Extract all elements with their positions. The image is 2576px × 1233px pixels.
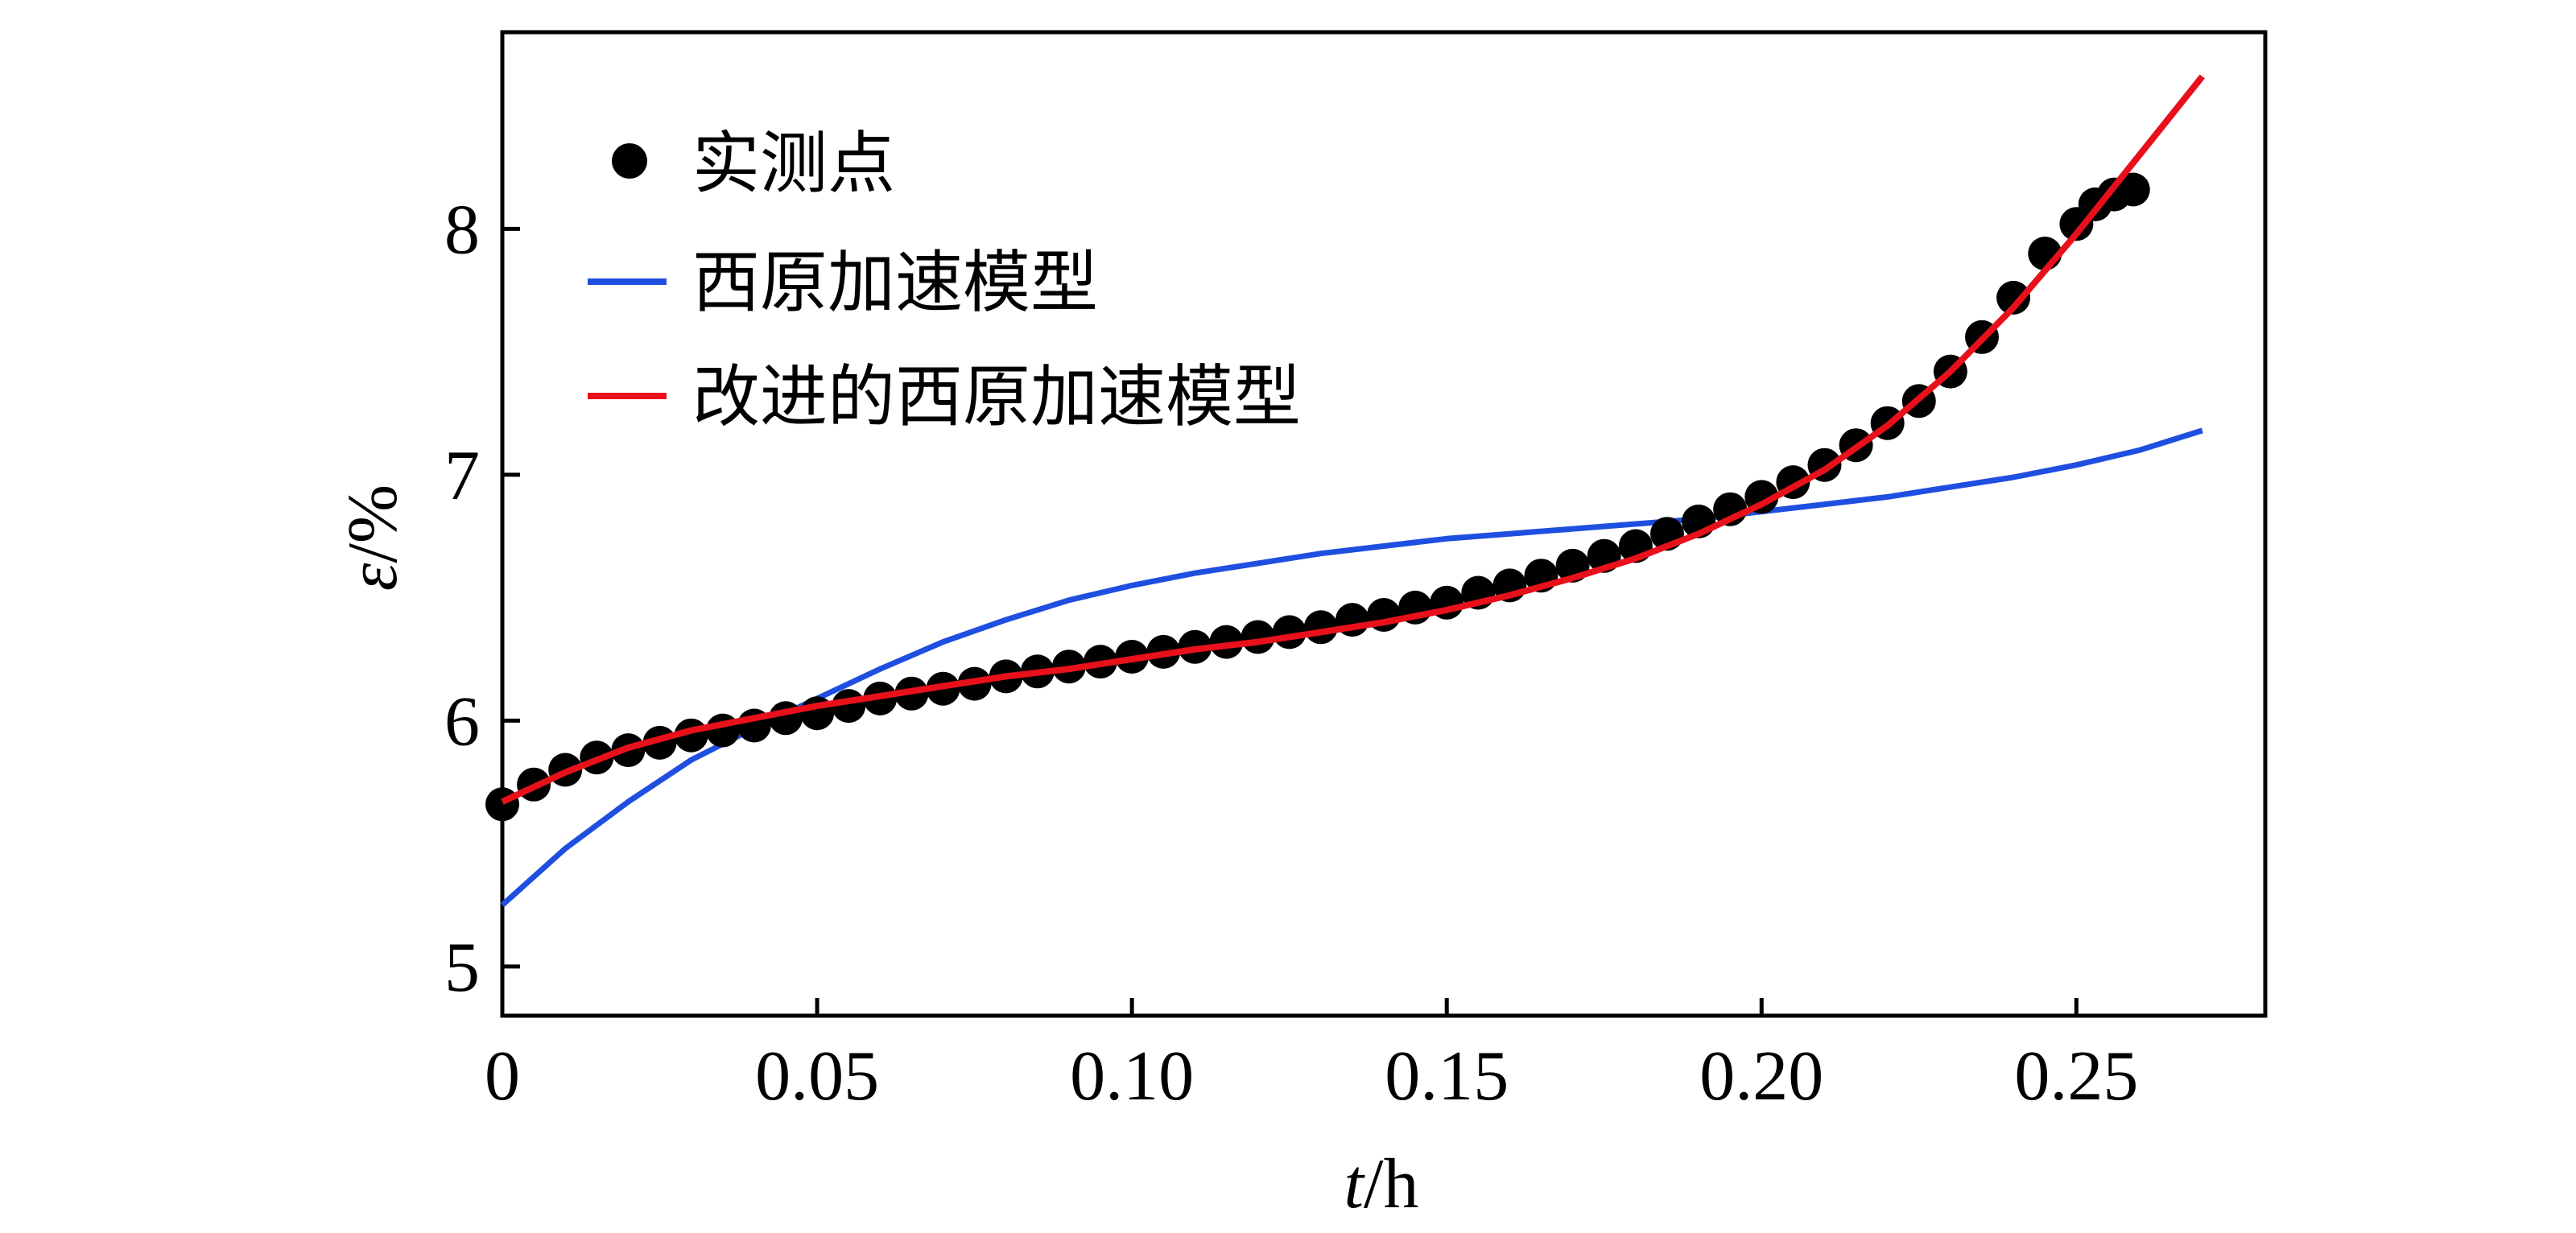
plot-area — [485, 30, 2268, 1018]
data-point-measured — [1209, 625, 1244, 659]
y-tick-label: 5 — [444, 929, 480, 1007]
y-tick-label: 8 — [444, 191, 480, 269]
x-tick-label: 0.10 — [1070, 1037, 1194, 1115]
y-axis-label-var: ε — [334, 563, 412, 591]
x-tick-label: 0.05 — [755, 1037, 879, 1115]
y-axis-label: ε/% — [334, 485, 412, 591]
legend: 实测点 西原加速模型 改进的西原加速模型 — [588, 124, 1301, 436]
x-axis-label: t/h — [1344, 1145, 1419, 1223]
x-axis-label-unit: /h — [1364, 1145, 1418, 1223]
x-axis-label-var: t — [1344, 1145, 1366, 1223]
data-point-measured — [705, 713, 740, 748]
y-axis-label-unit: /% — [334, 485, 412, 563]
series-line-xiyuan — [500, 427, 2203, 908]
x-tick-label: 0 — [485, 1037, 520, 1115]
plot-frame — [500, 30, 2268, 1018]
data-point-measured — [485, 787, 519, 822]
y-tick-label: 6 — [444, 682, 480, 761]
x-tick-label: 0.25 — [2014, 1037, 2138, 1115]
x-tick-label: 0.15 — [1385, 1037, 1509, 1115]
data-point-measured — [2116, 172, 2150, 207]
legend-marker-measured — [612, 143, 647, 179]
legend-label-improved: 改进的西原加速模型 — [692, 357, 1301, 436]
data-point-measured — [1996, 280, 2031, 315]
legend-label-measured: 实测点 — [692, 124, 895, 203]
data-point-measured — [769, 701, 803, 736]
x-tick-label: 0.20 — [1699, 1037, 1823, 1115]
y-tick-label: 7 — [444, 437, 480, 515]
legend-label-xiyuan: 西原加速模型 — [692, 243, 1098, 322]
x-axis: 0 0.05 0.10 0.15 0.20 0.25 — [485, 998, 2138, 1115]
y-axis: 5 6 7 8 — [444, 191, 520, 1007]
series-line-improved — [501, 74, 2205, 805]
